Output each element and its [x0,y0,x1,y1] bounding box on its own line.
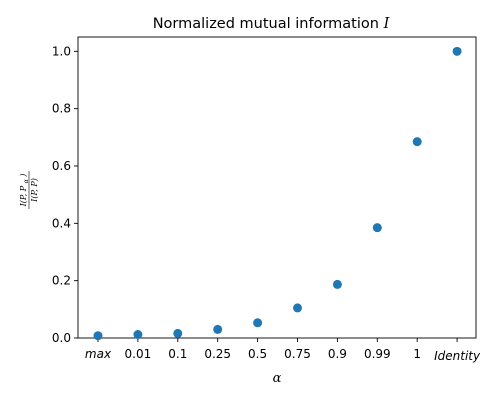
data-point [253,318,262,327]
y-label-num-text: I(P, P [19,185,28,207]
data-point [173,329,182,338]
chart-title-text: Normalized mutual information [153,16,379,32]
y-tick-label: 0.6 [52,159,71,173]
x-axis-label: α [273,371,282,386]
y-tick-label: 0.0 [52,331,71,345]
x-axis: max 0.01 0.1 0.25 0.5 0.75 0.9 0.99 1 Identity [85,338,481,363]
chart-title-symbol: I [383,16,390,32]
y-axis: 0.0 0.2 0.4 0.6 0.8 1.0 [52,44,78,345]
data-point [293,303,302,312]
data-point [213,325,222,334]
plot-area [78,37,476,338]
y-tick-label: 0.8 [52,102,71,116]
chart-title: Normalized mutual information I [153,16,390,32]
x-tick-label: 1 [413,347,421,361]
x-tick-label: 0.5 [248,347,267,361]
data-point [94,331,103,340]
y-tick-label: 0.2 [52,274,71,288]
data-point [373,223,382,232]
data-points [94,47,462,340]
y-axis-label: I(P, P α ) I(P, P) [19,171,39,209]
data-point [453,47,462,56]
y-tick-label: 1.0 [52,44,71,58]
x-tick-label: 0.01 [125,347,152,361]
x-tick-label: 0.75 [284,347,311,361]
x-tick-label: 0.9 [328,347,347,361]
x-tick-label: 0.99 [364,347,391,361]
y-tick-label: 0.4 [52,216,71,230]
data-point [133,330,142,339]
x-tick-label: max [85,347,112,361]
y-label-num-close: ) [19,174,28,178]
y-axis-label-denominator: I(P, P) [30,178,39,203]
x-tick-label: 0.25 [204,347,231,361]
data-point [413,137,422,146]
x-tick-label: 0.1 [168,347,187,361]
data-point [333,280,342,289]
x-tick-label: Identity [434,349,481,363]
plot-frame [78,37,476,338]
y-axis-label-numerator: I(P, P α ) [19,174,30,208]
